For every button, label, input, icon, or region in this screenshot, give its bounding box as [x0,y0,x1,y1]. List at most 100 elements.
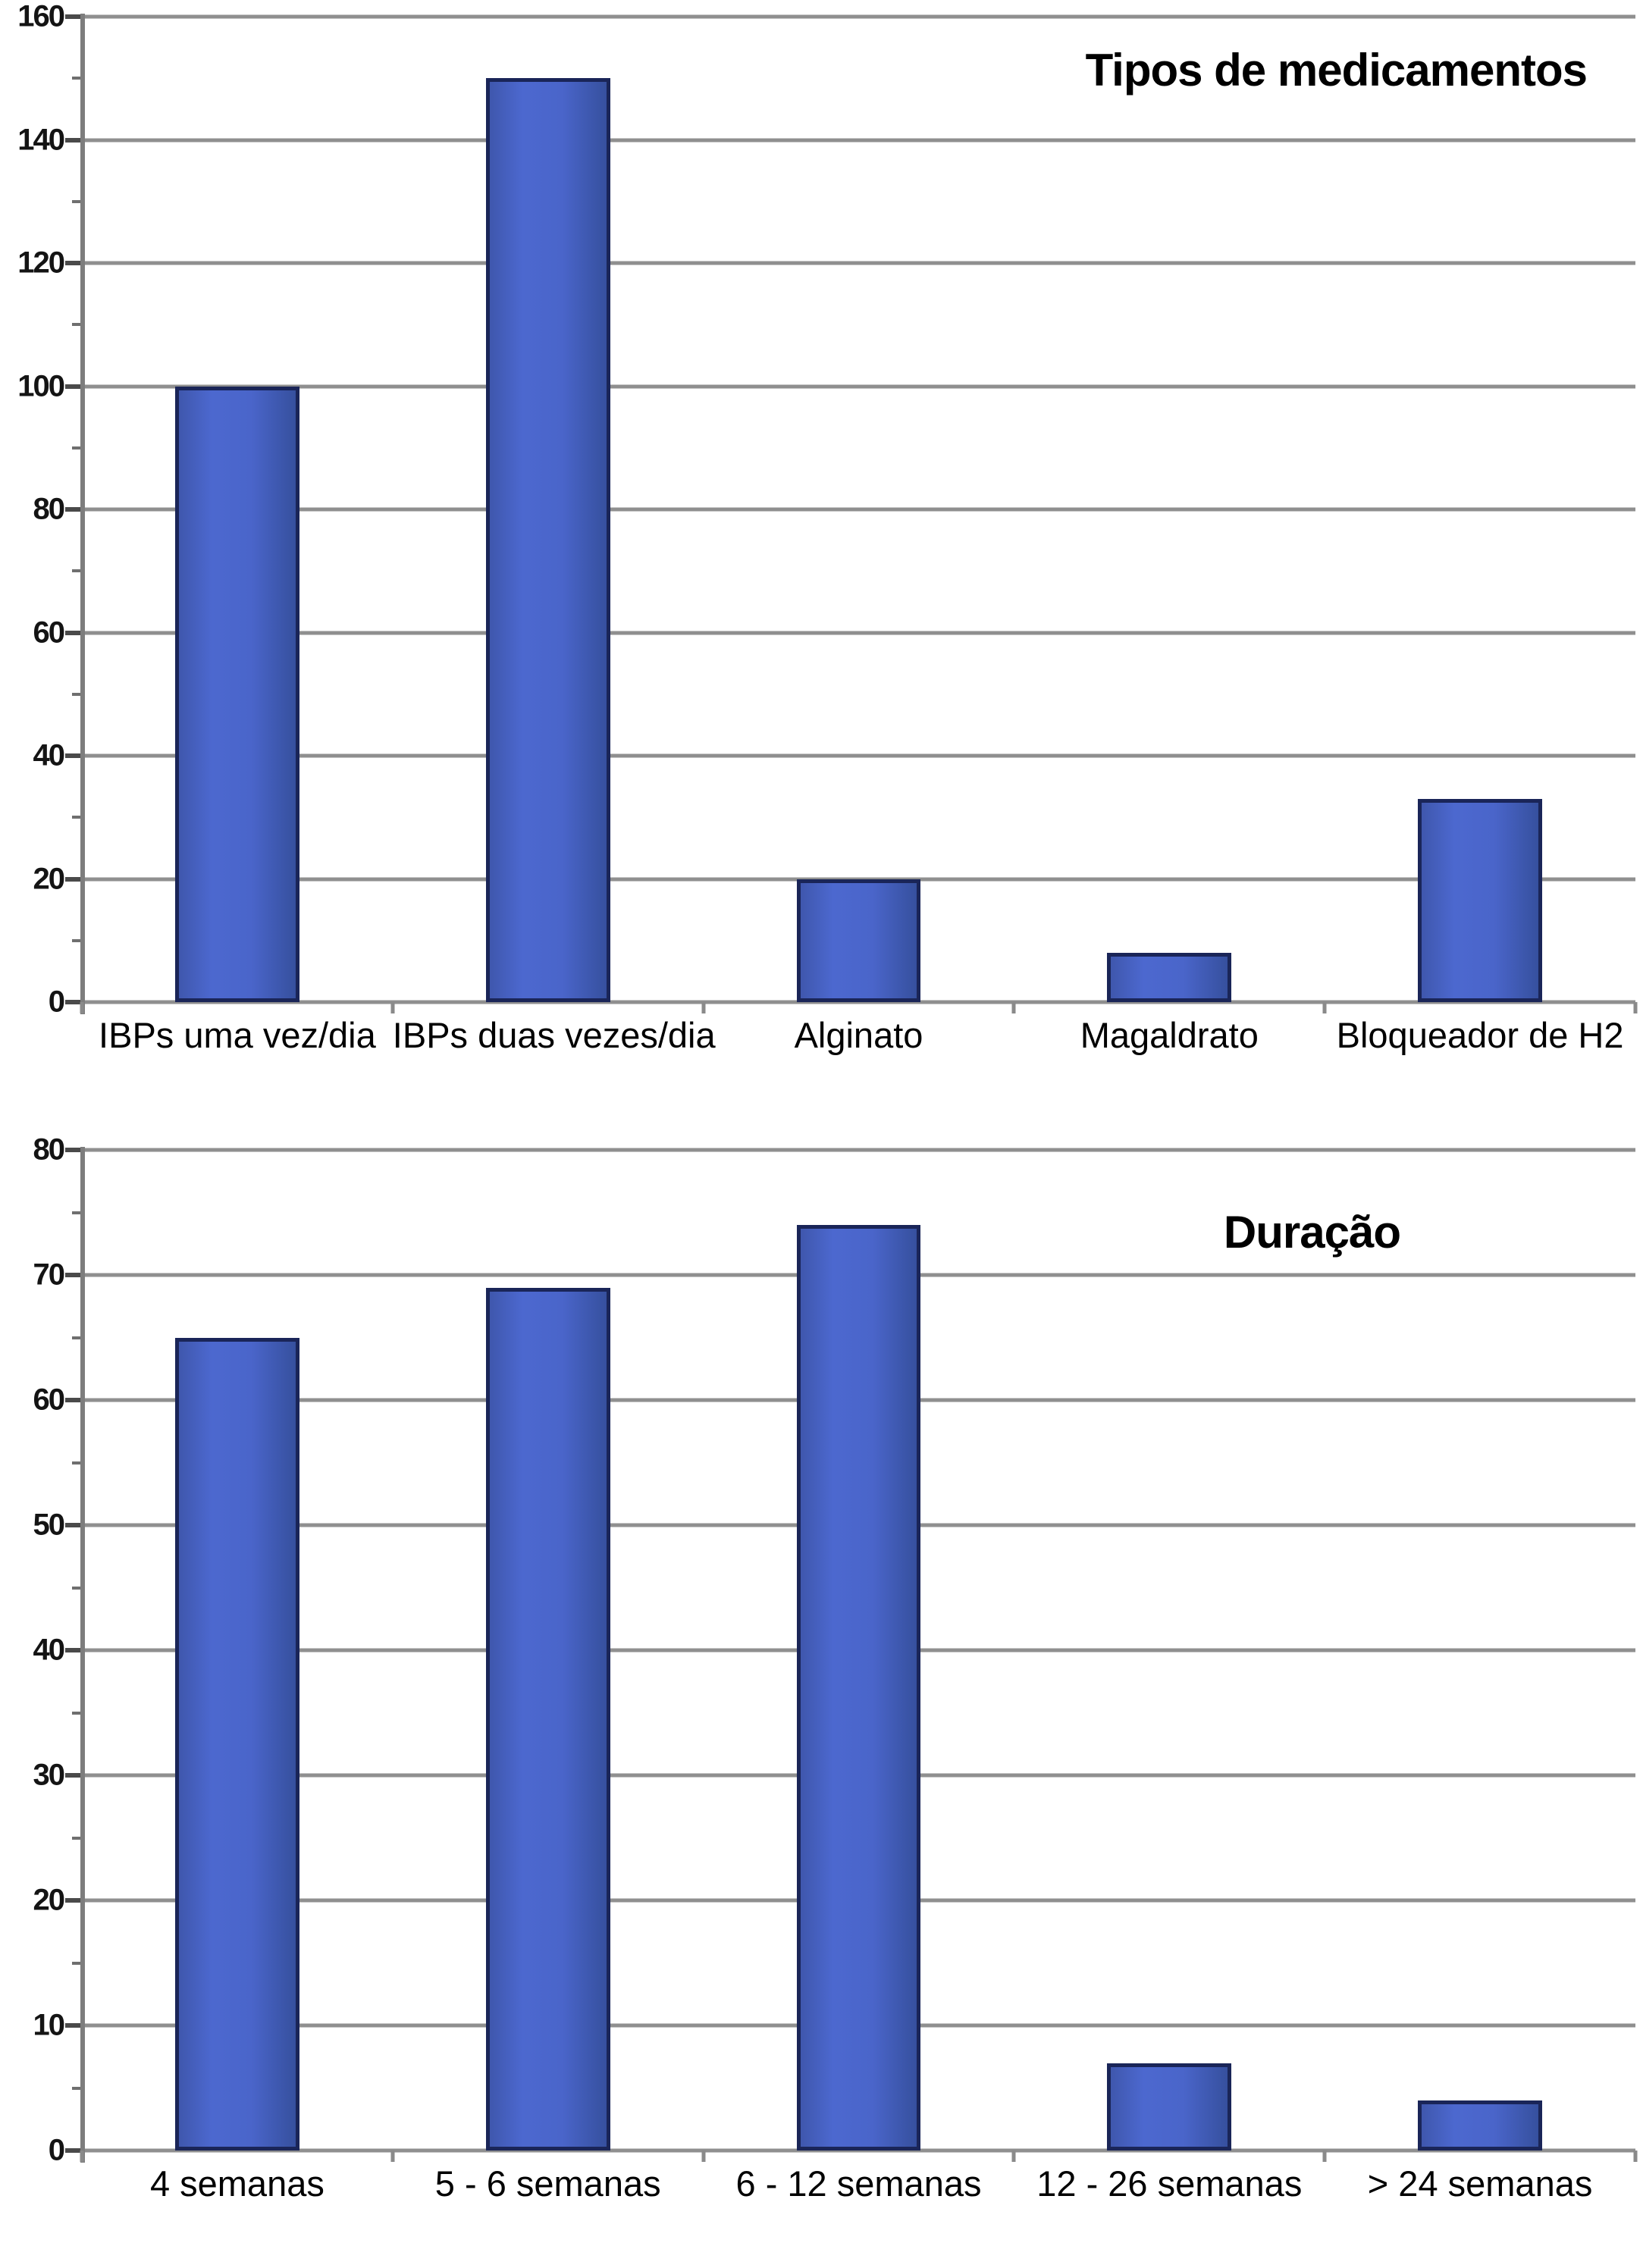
y-tick-label: 0 [48,2133,65,2167]
x-axis-tick [390,2151,395,2162]
category-label: IBPs duas vezes/dia [392,1015,716,1055]
bar [485,1287,610,2151]
y-axis-minor-tick [72,1586,83,1590]
y-axis-minor-tick [72,1211,83,1214]
bar [1418,2100,1543,2151]
bar [1107,2063,1232,2151]
x-axis-tick [1633,2151,1638,2162]
x-axis-labels: 4 semanas 5 - 6 semanas 6 - 12 semanas 12 -… [82,2151,1635,2232]
x-axis-tick [1011,1002,1016,1013]
y-tick-label: 80 [33,1132,65,1167]
y-tick-label: 160 [17,0,65,33]
y-axis-minor-tick [72,1711,83,1715]
y-axis-tick [65,1523,82,1527]
y-axis-minor-tick [72,692,83,696]
y-tick-label: 120 [17,246,65,280]
y-tick-label: 100 [17,369,65,403]
y-axis-tick [65,876,82,882]
y-axis-minor-tick [72,2086,83,2090]
x-axis-tick [701,2151,706,2162]
category-label: 5 - 6 semanas [434,2163,661,2204]
category-label: IBPs uma vez/dia [99,1015,376,1055]
x-axis-tick [1322,2151,1327,2162]
x-axis-tick [701,1002,706,1013]
category-label: Magaldrato [1080,1015,1259,1055]
bar [796,879,921,1002]
gridline [79,384,1635,388]
y-axis-tick [65,137,82,143]
gridline [79,1148,1635,1152]
y-axis-minor-tick [72,816,83,819]
y-tick-label: 40 [33,738,65,772]
y-axis-minor-tick [72,1836,83,1840]
chart-body: 0 10 20 30 40 50 60 70 80 Duração [0,1133,1643,2167]
y-axis: 0 20 40 60 80 100 120 140 160 [0,0,82,1019]
chart-body: 0 20 40 60 80 100 120 140 160 Tipos de medicamen… [0,0,1643,1019]
category-label: Bloqueador de H2 [1336,1015,1624,1055]
plot-area: Duração [65,1147,1638,2163]
x-axis-labels: IBPs uma vez/dia IBPs duas vezes/dia Algin… [82,1002,1635,1098]
y-tick-label: 60 [33,1383,65,1417]
y-axis-tick [65,2148,82,2153]
y-axis-tick [65,1148,82,1152]
gridline [79,507,1635,512]
y-tick-label: 70 [33,1258,65,1292]
category-label: 6 - 12 semanas [735,2163,982,2204]
y-tick-label: 60 [33,616,65,649]
y-axis-tick [65,14,82,19]
y-axis-tick [65,1773,82,1778]
x-axis-tick [80,2151,84,2162]
y-tick-label: 20 [33,1883,65,1917]
y-axis-tick [65,1000,82,1004]
y-axis-tick [65,1398,82,1402]
gridline [79,1000,1635,1004]
bar [485,78,610,1002]
y-tick-label: 140 [17,123,65,156]
y-axis-minor-tick [72,938,83,942]
y-axis-minor-tick [72,569,83,573]
y-axis-tick [65,2023,82,2028]
x-axis-tick [390,1002,395,1013]
bar [174,1337,299,2151]
plot-area: Tipos de medicamentos [65,14,1638,1014]
gridline [79,2148,1635,2153]
y-axis-minor-tick [72,1461,83,1464]
bar [1418,798,1543,1002]
chart-title: Tipos de medicamentos [1085,45,1588,96]
bar [1107,953,1232,1002]
y-axis-tick [65,630,82,635]
y-axis-tick [65,261,82,265]
gridline [79,14,1635,19]
bar [796,1225,921,2151]
x-axis-tick [1322,1002,1327,1013]
y-axis-line [80,1147,85,2163]
y-tick-label: 20 [33,862,65,895]
y-tick-label: 10 [33,2008,65,2042]
y-axis-minor-tick [72,1961,83,1965]
y-axis-tick [65,507,82,512]
category-label: Alginato [794,1015,923,1055]
y-axis-minor-tick [72,1336,83,1339]
y-tick-label: 0 [48,985,65,1019]
y-axis-minor-tick [72,199,83,203]
x-axis-tick [1011,2151,1016,2162]
x-axis-tick [1633,1002,1638,1013]
gridline [79,261,1635,265]
y-axis-tick [65,753,82,758]
y-axis-line [80,14,85,1014]
gridline [79,138,1635,142]
chart-tipos-de-medicamentos: 0 20 40 60 80 100 120 140 160 Tipos de medicamen… [0,0,1643,1116]
x-axis-tick [80,1002,84,1013]
gridline [79,753,1635,758]
y-axis-tick [65,1648,82,1652]
y-tick-label: 50 [33,1508,65,1542]
y-axis: 0 10 20 30 40 50 60 70 80 [0,1133,82,2167]
chart-title: Duração [1223,1207,1401,1258]
chart-duracao: 0 10 20 30 40 50 60 70 80 Duração 4 semanas 5 - 6… [0,1133,1643,2268]
y-axis-tick [65,1273,82,1277]
y-tick-label: 80 [33,492,65,526]
gridline [79,631,1635,634]
y-axis-minor-tick [72,446,83,450]
y-axis-tick [65,1898,82,1903]
y-tick-label: 30 [33,1758,65,1792]
